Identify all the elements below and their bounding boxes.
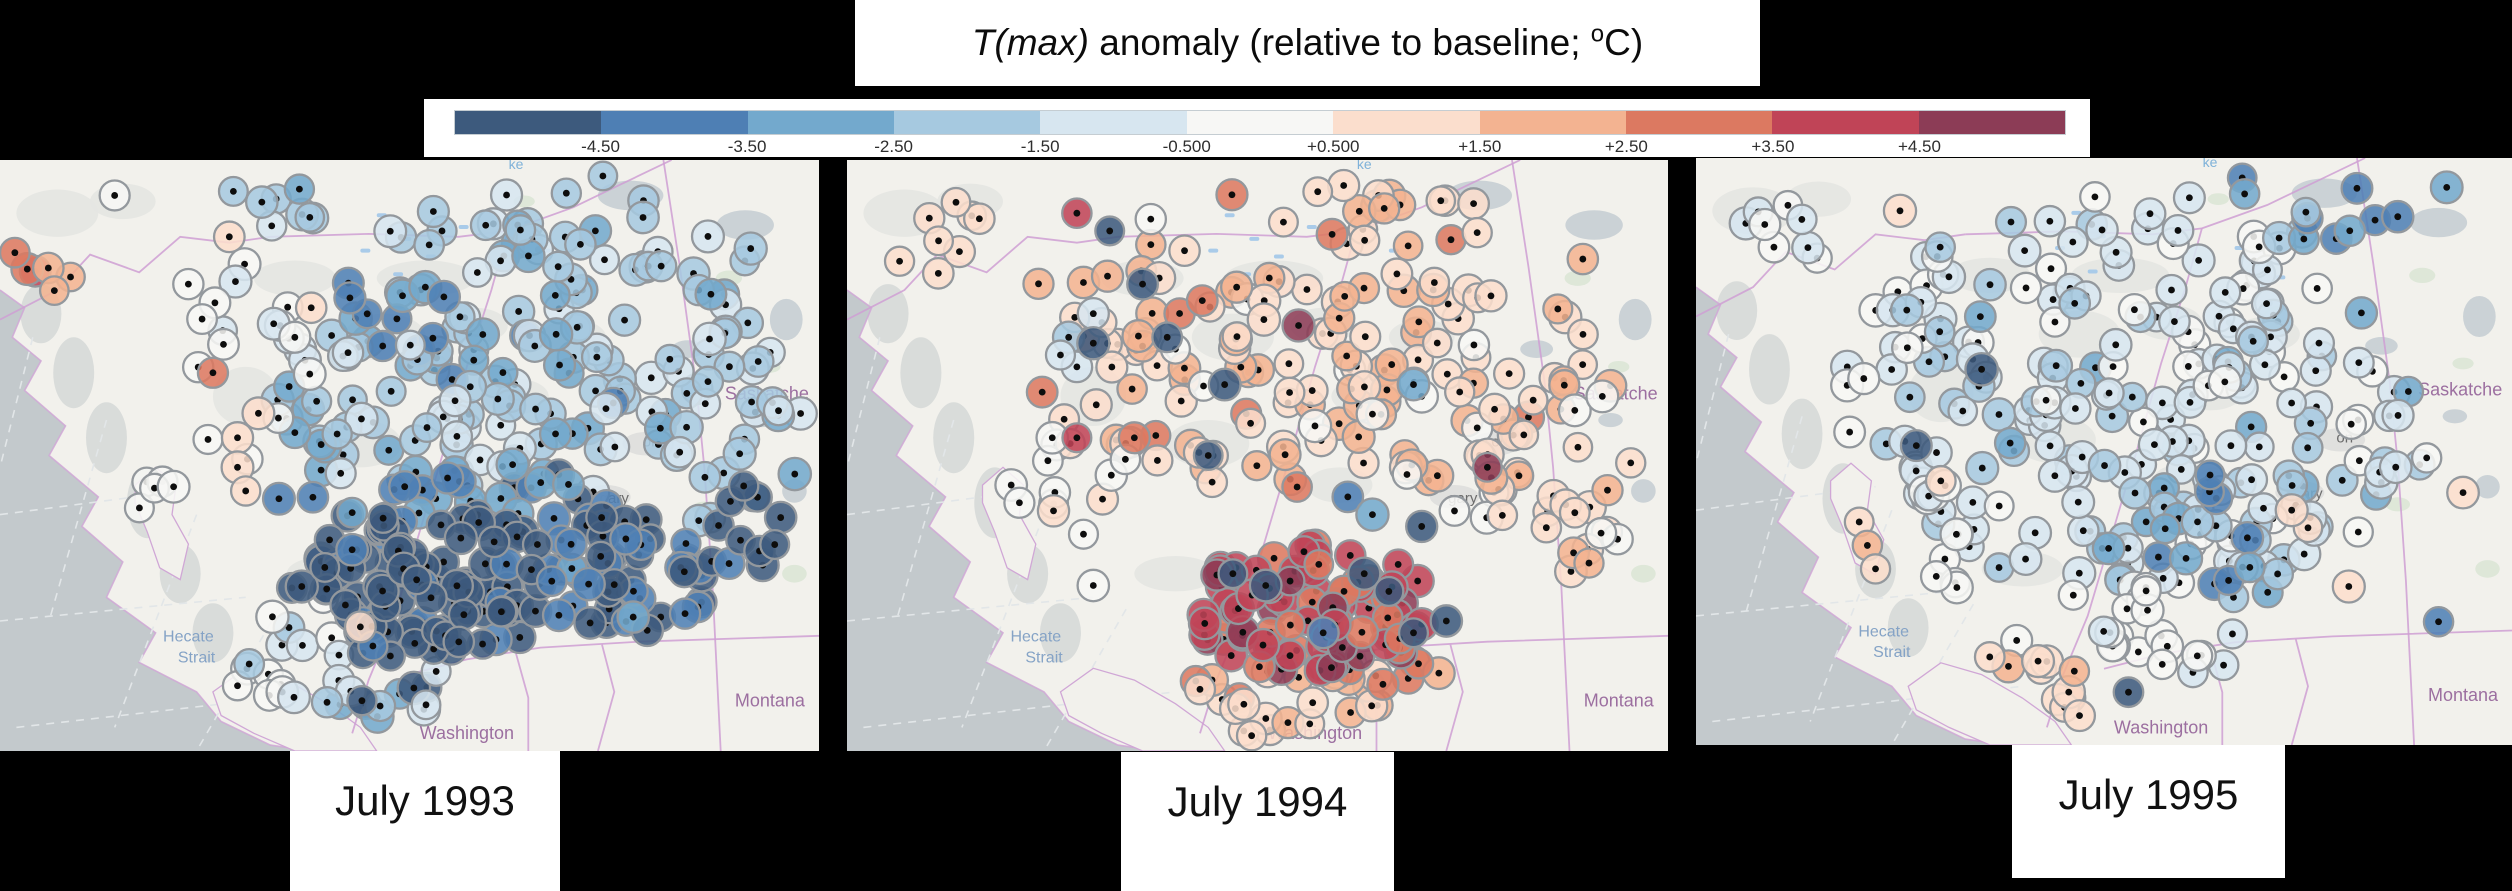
station-markers [0,160,818,734]
map-canvas-1994[interactable]: SaskatcheMontanaWashingtonHecateStraitga… [847,160,1668,751]
map-label-hecate: Hecate [1010,629,1061,646]
colorbar-tick-label: +0.500 [1307,137,1360,156]
degree-symbol: o [1590,20,1605,48]
map-label-montana: Montana [1584,691,1655,711]
colorbar-strip [454,110,2066,135]
colorbar-tick-label: +2.50 [1604,137,1648,156]
colorbar-segment-1 [601,111,748,134]
colorbar-tick-label: -3.50 [727,137,767,156]
colorbar-segment-7 [1479,111,1626,134]
colorbar-segment-8 [1625,111,1773,134]
map-panel-july-1995[interactable]: SaskatcheMontanaWashingtonHecateStraitga… [1696,158,2512,745]
map-label-saskatche: Saskatche [2418,380,2502,400]
colorbar-segment-3 [894,111,1041,134]
map-label-hecate: Hecate [1858,623,1909,640]
panel-label-box-1994: July 1994 [1121,752,1394,891]
map-label-strait: Strait [178,649,216,666]
map-panel-july-1994[interactable]: SaskatcheMontanaWashingtonHecateStraitga… [847,160,1668,751]
colorbar-tick-label: -1.50 [1020,137,1060,156]
colorbar-tick-label: -4.50 [581,137,620,156]
colorbar-tick-label: +3.50 [1751,137,1795,156]
title-unit: C) [1604,22,1644,63]
colorbar-segment-4 [1040,111,1187,134]
title-rest: anomaly (relative to baseline; [1088,22,1591,63]
map-label-ke: ke [2203,158,2218,170]
colorbar-tick-label: +1.50 [1458,137,1502,156]
colorbar-tick-label: -0.500 [1162,137,1211,156]
colorbar-segment-0 [455,111,602,134]
map-label-ke: ke [509,160,524,172]
map-canvas-1995[interactable]: SaskatcheMontanaWashingtonHecateStraitga… [1696,158,2512,745]
colorbar-box: -4.50 -3.50 -2.50 -1.50 -0.500 +0.500 +1.50 +2.… [424,99,2090,157]
map-label-hecate: Hecate [163,629,214,646]
map-label-washington: Washington [2114,717,2208,737]
map-label-strait: Strait [1025,649,1063,666]
map-label-strait: Strait [1873,644,1911,661]
map-label-ke: ke [1357,160,1372,172]
colorbar-segment-5 [1186,111,1334,134]
panel-label-box-1995: July 1995 [2012,745,2285,878]
map-canvas-1993[interactable]: SaskatcheMontanaWashingtonHecateStraitga… [0,160,819,751]
panel-label-1993: July 1993 [335,777,515,824]
colorbar-segment-9 [1772,111,1919,134]
station-markers [1728,162,2480,733]
panel-label-1995: July 1995 [2058,771,2239,818]
panel-label-1994: July 1994 [1167,778,1348,825]
colorbar-segment-2 [747,111,895,134]
figure-title-box: T(max) anomaly (relative to baseline; oC… [855,0,1760,86]
colorbar-tick-label: +4.50 [1897,137,1941,156]
panel-label-box-1993: July 1993 [290,751,560,891]
title-variable: T(max) [971,22,1089,63]
colorbar-ticks: -4.50 -3.50 -2.50 -1.50 -0.500 +0.500 +1.50 +2.… [454,137,2066,157]
map-label-washington: Washington [420,723,514,743]
colorbar-tick-label: -2.50 [874,137,913,156]
station-markers [883,168,1647,751]
map-label-montana: Montana [2428,685,2499,705]
map-panel-july-1993[interactable]: SaskatcheMontanaWashingtonHecateStraitga… [0,160,819,751]
colorbar-segment-6 [1333,111,1480,134]
map-label-montana: Montana [735,691,806,711]
figure-title: T(max) anomaly (relative to baseline; oC… [972,22,1643,64]
colorbar-segment-10 [1918,111,2065,134]
